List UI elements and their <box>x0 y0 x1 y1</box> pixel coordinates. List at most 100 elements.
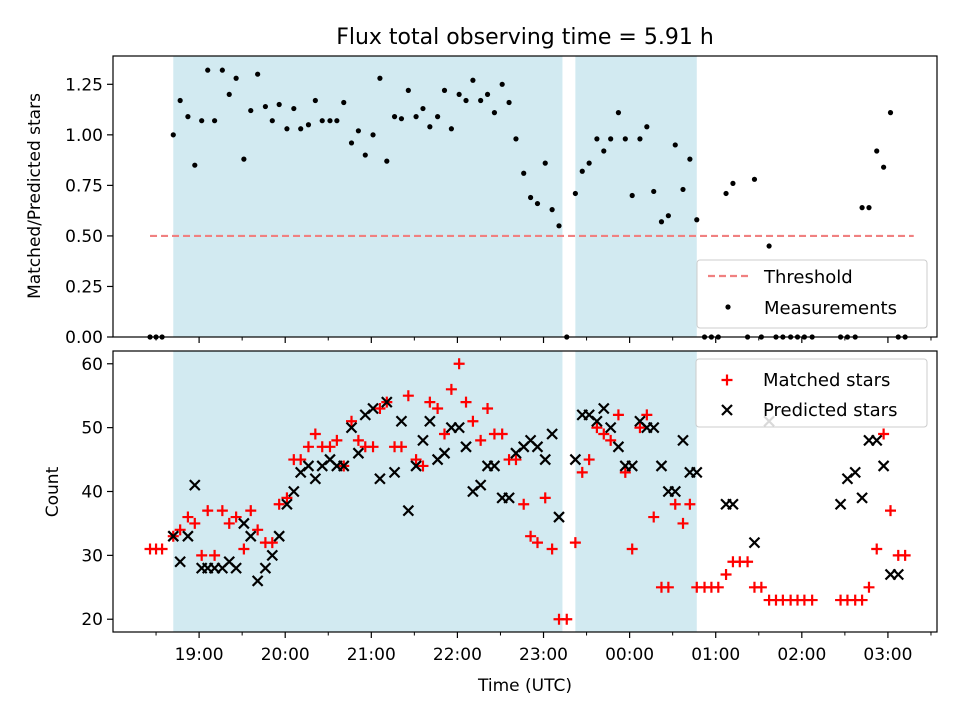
predicted-star-point <box>266 549 279 562</box>
measurement-point <box>199 118 205 124</box>
predicted-star-point <box>598 402 610 415</box>
measurement-point <box>694 217 700 223</box>
measurement-point <box>859 205 865 211</box>
threshold-legend-label: Threshold <box>763 267 853 288</box>
matched-star-point <box>324 441 336 453</box>
predicted-star-point <box>612 441 625 453</box>
matched-star-point <box>878 428 890 440</box>
predicted-star-point <box>259 562 272 574</box>
chart-title: Flux total observing time = 5.91 h <box>336 25 714 50</box>
top-y-axis-label: Matched/Predicted stars <box>25 93 45 299</box>
predicted-star-point <box>251 575 264 587</box>
measurement-point <box>542 160 548 166</box>
matched-star-point <box>189 517 201 529</box>
bottom-legend-box <box>695 358 928 428</box>
measurement-point <box>572 190 578 197</box>
predicted-star-point <box>553 511 565 523</box>
measurement-point <box>291 105 297 112</box>
y-tick-label: 30 <box>81 546 103 566</box>
matched-star-point <box>453 358 465 370</box>
predicted-star-point <box>367 402 379 415</box>
predicted-star-point <box>539 453 552 466</box>
matched-star-point <box>266 537 278 549</box>
measurement-point <box>622 136 628 142</box>
predicted-star-point <box>453 421 465 434</box>
predicted-star-point <box>182 530 194 542</box>
measurement-point <box>312 97 318 104</box>
y-tick-label: 1.25 <box>65 75 103 95</box>
matched-star-point <box>806 594 818 606</box>
matched-star-point <box>445 383 457 395</box>
y-tick-label: 0.75 <box>65 176 103 196</box>
measurement-point <box>420 105 426 112</box>
measurement-point <box>665 213 671 219</box>
predicted-star-point <box>174 555 186 568</box>
y-tick-label: 40 <box>81 483 103 503</box>
measurement-point <box>255 71 261 77</box>
matched-star-point <box>583 454 595 466</box>
matched-star-point <box>612 409 624 421</box>
bottom-panel: 20 30 40 50 60 19:00 20:00 21:00 22:00 23:00 00:0… <box>43 350 938 696</box>
matched-legend-swatch <box>721 374 733 386</box>
matched-star-point <box>302 441 314 453</box>
bottom-x-ticks: 19:00 20:00 21:00 22:00 23:00 00:00 01:00 02:00… <box>155 632 932 665</box>
x-tick-label: 01:00 <box>691 645 740 665</box>
measurement-point <box>413 114 419 120</box>
measurement-point <box>506 99 512 106</box>
measurement-point <box>233 75 239 81</box>
measurement-point <box>608 136 614 142</box>
y-tick-label: 0.25 <box>65 277 103 297</box>
matched-star-point <box>648 511 660 523</box>
matched-star-point <box>395 441 407 453</box>
measurement-point <box>491 110 498 116</box>
matched-star-point <box>417 460 429 472</box>
measurement-point <box>284 126 290 132</box>
x-tick-label: 21:00 <box>347 645 396 665</box>
matched-star-point <box>885 505 897 517</box>
predicted-star-point <box>892 568 905 581</box>
predicted-star-point <box>337 460 350 472</box>
top-legend-box <box>696 259 928 329</box>
predicted-star-point <box>748 536 761 549</box>
predicted-star-point <box>460 441 472 453</box>
matched-star-point <box>605 434 617 446</box>
measurement-point <box>177 97 183 104</box>
measurement-point <box>205 67 211 73</box>
predicted-legend-swatch <box>721 404 733 416</box>
predicted-star-point <box>503 492 515 504</box>
matched-star-point <box>546 543 558 555</box>
matched-star-point <box>482 402 494 414</box>
predicted-star-point <box>288 485 300 498</box>
matched-star-point <box>273 498 285 510</box>
predicted-star-point <box>877 460 890 472</box>
observing-window <box>173 351 563 632</box>
measurement-point <box>370 132 376 138</box>
matched-star-point <box>438 428 450 440</box>
matched-star-point <box>712 581 724 593</box>
x-axis-label: Time (UTC) <box>477 676 572 696</box>
predicted-star-point <box>424 415 436 428</box>
matched-star-point <box>518 498 530 510</box>
bottom-y-ticks: 20 30 40 50 60 <box>81 355 113 630</box>
measurement-point <box>405 87 411 93</box>
measurement-point <box>435 114 441 120</box>
measurement-point <box>470 77 476 83</box>
matched-star-point <box>619 466 631 478</box>
matched-star-point <box>863 581 875 593</box>
measurement-points <box>147 67 908 340</box>
x-tick-label: 22:00 <box>433 645 482 665</box>
measurement-point <box>499 81 505 87</box>
predicted-star-point <box>655 460 668 472</box>
measurement-point <box>534 200 541 207</box>
predicted-star-point <box>345 421 358 434</box>
matched-stars-points <box>144 358 911 625</box>
matched-star-point <box>156 543 168 555</box>
measurement-point <box>549 207 555 213</box>
measurement-point <box>644 124 650 130</box>
matched-star-point <box>309 428 321 440</box>
predicted-star-point <box>690 466 703 479</box>
measurement-point <box>556 223 562 229</box>
measurement-point <box>615 110 622 116</box>
predicted-star-point <box>309 472 322 485</box>
measurement-point <box>241 156 247 162</box>
